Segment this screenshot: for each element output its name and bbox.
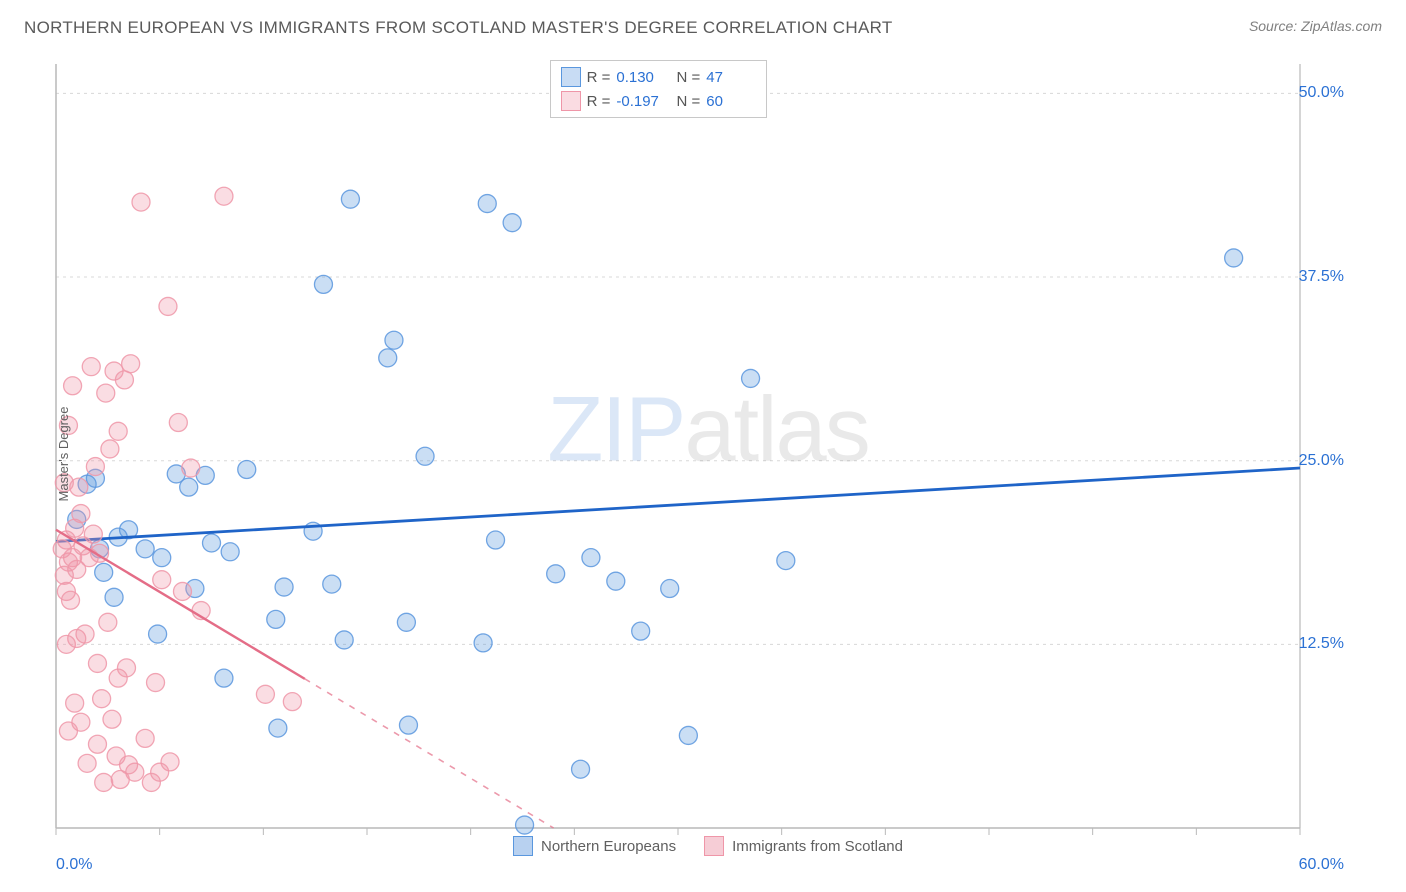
series-legend-item: Northern Europeans bbox=[513, 836, 676, 856]
r-value: 0.130 bbox=[616, 69, 666, 86]
y-tick-label: 50.0% bbox=[1299, 84, 1344, 102]
y-axis-label: Master's Degree bbox=[56, 407, 71, 502]
chart-title: NORTHERN EUROPEAN VS IMMIGRANTS FROM SCO… bbox=[24, 18, 893, 38]
n-label: N = bbox=[672, 69, 700, 86]
x-max-label: 60.0% bbox=[1299, 856, 1344, 874]
r-label: R = bbox=[587, 69, 611, 86]
n-value: 47 bbox=[706, 69, 756, 86]
series-legend-item: Immigrants from Scotland bbox=[704, 836, 903, 856]
stats-legend-row: R = -0.197 N = 60 bbox=[561, 89, 757, 113]
legend-swatch bbox=[561, 91, 581, 111]
source-credit: Source: ZipAtlas.com bbox=[1249, 18, 1382, 34]
legend-swatch bbox=[513, 836, 533, 856]
y-tick-label: 37.5% bbox=[1299, 268, 1344, 286]
n-label: N = bbox=[672, 93, 700, 110]
legend-swatch bbox=[561, 67, 581, 87]
series-legend: Northern Europeans Immigrants from Scotla… bbox=[48, 836, 1368, 856]
stats-legend-row: R = 0.130 N = 47 bbox=[561, 65, 757, 89]
chart-container: Master's Degree ZIPatlas R = 0.130 N = 4… bbox=[48, 54, 1368, 854]
r-label: R = bbox=[587, 93, 611, 110]
legend-swatch bbox=[704, 836, 724, 856]
x-min-label: 0.0% bbox=[56, 856, 92, 874]
scatter-chart bbox=[48, 54, 1368, 854]
series-legend-label: Immigrants from Scotland bbox=[732, 838, 903, 855]
y-tick-label: 25.0% bbox=[1299, 452, 1344, 470]
y-tick-label: 12.5% bbox=[1299, 635, 1344, 653]
series-legend-label: Northern Europeans bbox=[541, 838, 676, 855]
r-value: -0.197 bbox=[616, 93, 666, 110]
n-value: 60 bbox=[706, 93, 756, 110]
stats-legend: R = 0.130 N = 47R = -0.197 N = 60 bbox=[550, 60, 768, 118]
